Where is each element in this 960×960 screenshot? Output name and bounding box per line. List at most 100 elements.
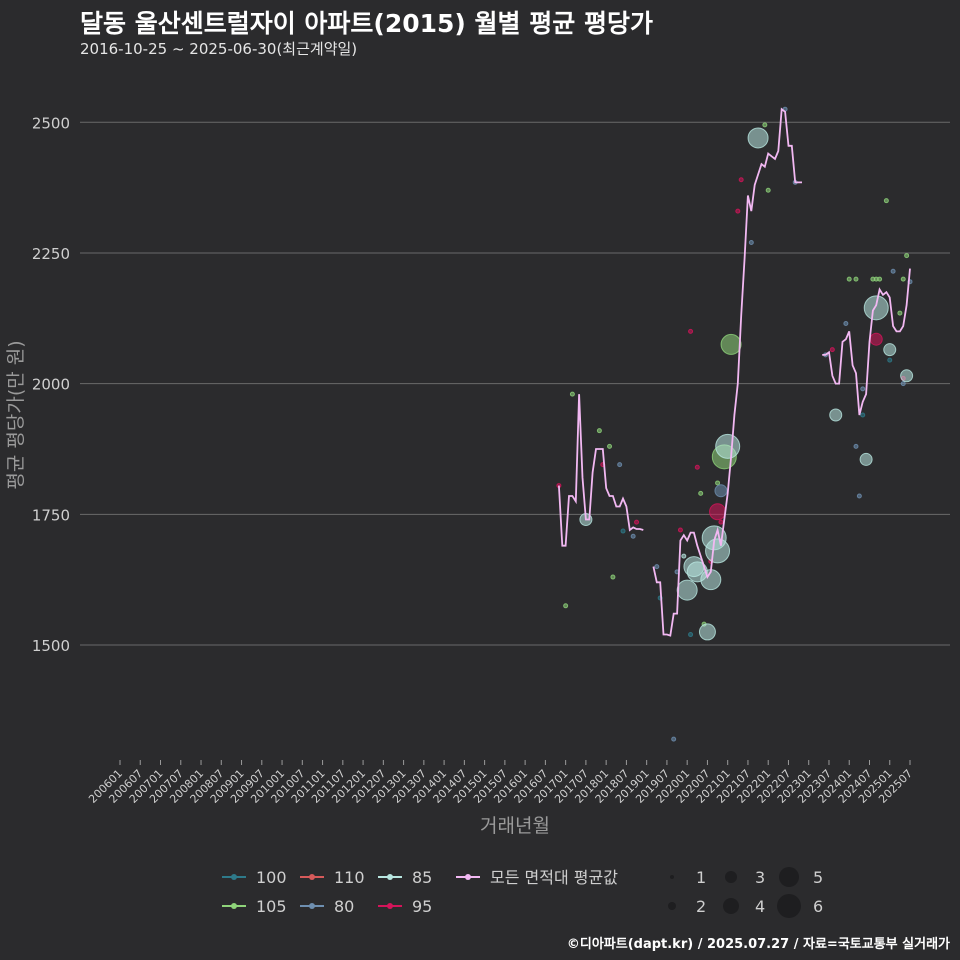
average-price-line [558, 394, 644, 547]
legend-size-label: 5 [813, 868, 823, 887]
scatter-point-80 [853, 443, 859, 449]
scatter-point-100 [688, 632, 694, 638]
scatter-point-85 [715, 433, 741, 459]
legend-size-dot [668, 902, 676, 910]
scatter-point-105 [762, 122, 768, 128]
y-axis: 1500 1750 2000 2250 2500 평균 평당가(만 원) [5, 114, 70, 655]
scatter-point-95 [634, 519, 640, 525]
scatter-point-80 [617, 462, 623, 468]
legend-key-dot [309, 903, 315, 909]
legend-label: 95 [412, 897, 432, 916]
legend-size-label: 2 [696, 897, 706, 916]
scatter-point-80 [630, 533, 636, 539]
scatter-point-85 [705, 538, 731, 564]
scatter-point-80 [843, 321, 849, 327]
scatter-point-105 [765, 187, 771, 193]
x-axis: 2006012006072007012007072008012008072009… [86, 760, 915, 837]
scatter-point-105 [853, 276, 859, 282]
scatter-point-105 [563, 603, 569, 609]
scatter-point-100 [887, 357, 893, 363]
scatter-point-105 [846, 276, 852, 282]
legend-size-dot [777, 894, 801, 918]
scatter-point-95 [829, 347, 835, 353]
legend-label: 105 [256, 897, 287, 916]
scatter-points [556, 106, 914, 742]
legend-size-dot [779, 867, 799, 887]
scatter-point-80 [860, 386, 866, 392]
legend-size-label: 4 [755, 897, 765, 916]
scatter-point-105 [900, 276, 906, 282]
legend: 100 105 110 80 85 95 모든 면적대 평균값 1 2 3 4 5 6 [222, 867, 823, 918]
grid-lines [80, 121, 950, 646]
legend-size-dot [670, 875, 674, 879]
scatter-point-80 [654, 564, 660, 570]
scatter-point-105 [720, 333, 742, 355]
scatter-point-95 [869, 332, 883, 346]
average-price-line [652, 107, 802, 637]
scatter-point-105 [569, 391, 575, 397]
y-tick-label: 1750 [32, 506, 70, 524]
scatter-point-80 [900, 381, 906, 387]
scatter-point-80 [714, 484, 728, 498]
scatter-point-95 [718, 519, 724, 525]
legend-label: 110 [334, 868, 365, 887]
scatter-point-105 [715, 480, 721, 486]
scatter-point-80 [890, 268, 896, 274]
scatter-point-105 [698, 490, 704, 496]
legend-key-dot [387, 903, 393, 909]
y-tick-label: 2250 [32, 245, 70, 263]
y-axis-title: 평균 평당가(만 원) [5, 340, 27, 489]
scatter-point-95 [677, 527, 683, 533]
legend-label: 100 [256, 868, 287, 887]
scatter-point-105 [610, 574, 616, 580]
scatter-point-80 [856, 493, 862, 499]
scatter-point-105 [904, 253, 910, 259]
scatter-point-85 [681, 553, 687, 559]
source-caption: ©디아파트(dapt.kr) / 2025.07.27 / 자료=국토교통부 실… [566, 937, 950, 952]
scatter-point-105 [607, 443, 613, 449]
scatter-point-95 [735, 208, 741, 214]
scatter-point-100 [620, 528, 626, 534]
legend-size-dot [725, 871, 737, 883]
scatter-point-105 [596, 428, 602, 434]
scatter-point-95 [688, 328, 694, 334]
scatter-point-85 [698, 623, 716, 641]
scatter-point-85 [900, 369, 914, 383]
legend-size-label: 6 [813, 897, 823, 916]
scatter-point-95 [694, 464, 700, 470]
average-line [558, 107, 911, 637]
scatter-point-85 [676, 579, 698, 601]
legend-label: 85 [412, 868, 432, 887]
chart-subtitle: 2016-10-25 ~ 2025-06-30(최근계약일) [80, 40, 358, 58]
legend-size-dot [723, 898, 739, 914]
y-tick-label: 2500 [32, 114, 70, 132]
legend-key-dot [387, 874, 393, 880]
scatter-point-95 [738, 177, 744, 183]
x-axis-title: 거래년월 [480, 815, 550, 837]
legend-key-dot [309, 874, 315, 880]
scatter-point-105 [877, 276, 883, 282]
average-price-line [822, 268, 911, 416]
scatter-point-80 [671, 736, 677, 742]
scatter-point-85 [863, 295, 889, 321]
legend-key-dot [231, 903, 237, 909]
scatter-point-85 [883, 343, 897, 357]
y-tick-label: 2000 [32, 376, 70, 394]
scatter-point-105 [897, 310, 903, 316]
scatter-point-85 [747, 127, 769, 149]
legend-label: 모든 면적대 평균값 [490, 868, 618, 887]
legend-label: 80 [334, 897, 354, 916]
scatter-point-100 [860, 412, 866, 418]
scatter-point-85 [859, 452, 873, 466]
legend-size-label: 3 [755, 868, 765, 887]
scatter-point-85 [829, 408, 843, 422]
y-tick-label: 1500 [32, 637, 70, 655]
legend-key-dot [231, 874, 237, 880]
scatter-point-95 [709, 503, 727, 521]
scatter-point-105 [883, 198, 889, 204]
chart-title: 달동 울산센트럴자이 아파트(2015) 월별 평균 평당가 [80, 9, 653, 38]
scatter-point-80 [748, 240, 754, 245]
legend-size-label: 1 [696, 868, 706, 887]
legend-key-dot [465, 874, 471, 880]
